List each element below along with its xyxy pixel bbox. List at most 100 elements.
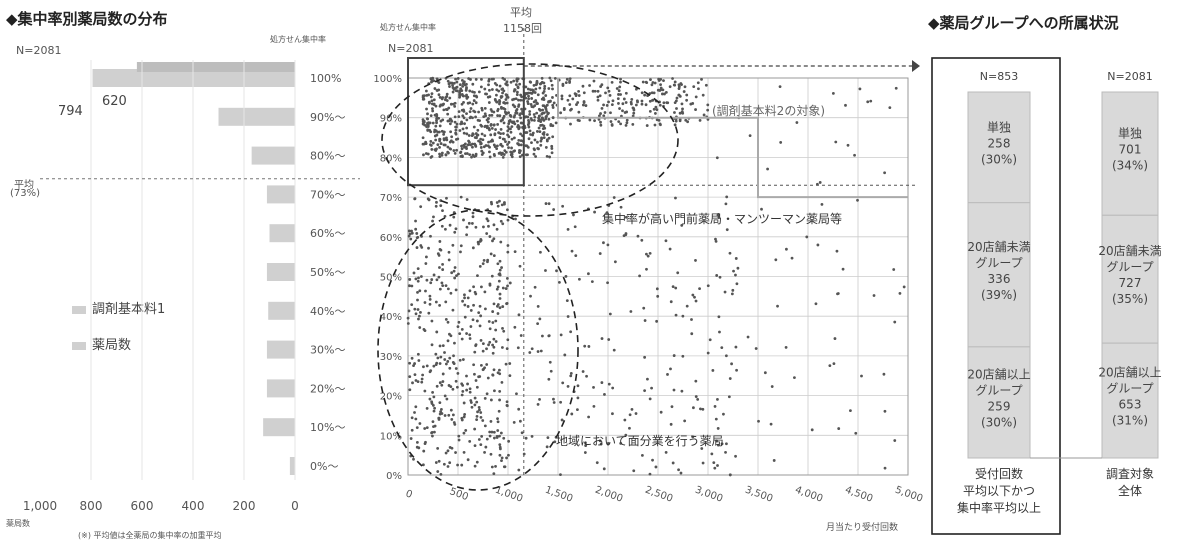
scatter-point bbox=[478, 408, 481, 412]
scatter-point bbox=[480, 132, 484, 136]
scatter-point bbox=[451, 308, 455, 312]
scatter-point bbox=[460, 337, 464, 341]
scatter-point bbox=[462, 415, 466, 419]
scatter-point bbox=[505, 456, 508, 460]
scatter-point bbox=[462, 116, 466, 120]
scatter-point bbox=[450, 135, 454, 139]
scatter-point bbox=[423, 389, 427, 393]
scatter-point bbox=[675, 96, 679, 100]
scatter-point bbox=[537, 126, 541, 130]
scatter-point bbox=[611, 412, 614, 416]
scatter-point bbox=[598, 252, 602, 255]
scatter-point bbox=[446, 449, 450, 453]
scatter-point bbox=[417, 317, 420, 321]
scatter-point bbox=[471, 82, 475, 86]
scatter-point bbox=[602, 241, 605, 245]
scatter-point bbox=[704, 83, 708, 87]
scatter-point bbox=[410, 303, 414, 307]
scatter-point bbox=[716, 213, 720, 216]
scatter-point bbox=[774, 258, 778, 262]
scatter-point bbox=[486, 120, 490, 124]
scatter-point bbox=[495, 287, 499, 291]
legend-label: 薬局数 bbox=[92, 338, 132, 353]
scatter-point bbox=[547, 202, 551, 206]
scatter-point bbox=[423, 301, 427, 304]
horizontal-bar-chart: 1,000 800 600 400 200 0 100% 90%～ 80%～ 70%～ 60%～ 50… bbox=[23, 60, 360, 513]
scatter-point bbox=[634, 103, 638, 107]
scatter-point bbox=[549, 123, 553, 126]
scatter-point bbox=[464, 152, 467, 156]
scatter-point bbox=[489, 252, 493, 256]
x-tick-label: 4,500 bbox=[844, 485, 875, 505]
scatter-point bbox=[831, 91, 835, 95]
scatter-point bbox=[465, 126, 469, 130]
scatter-point bbox=[696, 398, 700, 401]
scatter-point bbox=[442, 130, 446, 134]
scatter-point bbox=[573, 225, 577, 229]
scatter-point bbox=[462, 431, 466, 435]
scatter-point bbox=[478, 304, 482, 308]
scatter-point bbox=[519, 116, 523, 120]
scatter-point bbox=[471, 116, 474, 120]
scatter-point bbox=[465, 332, 468, 335]
scatter-point bbox=[443, 414, 447, 417]
scatter-point bbox=[432, 273, 436, 277]
scatter-point bbox=[498, 306, 502, 310]
scatter-point bbox=[606, 281, 609, 285]
scatter-point bbox=[485, 363, 489, 366]
left-n-label: N=2081 bbox=[16, 44, 62, 57]
scatter-point bbox=[463, 293, 466, 297]
scatter-point bbox=[553, 76, 557, 80]
scatter-point bbox=[570, 249, 574, 253]
scatter-point bbox=[506, 96, 510, 99]
scatter-point bbox=[505, 80, 509, 84]
scatter-point bbox=[434, 204, 438, 208]
bar-kihon1 bbox=[136, 62, 295, 72]
scatter-point bbox=[676, 271, 680, 275]
scatter-point bbox=[443, 143, 447, 147]
scatter-point bbox=[652, 91, 656, 95]
scatter-point bbox=[544, 117, 548, 121]
scatter-point bbox=[600, 381, 604, 384]
scatter-point bbox=[836, 292, 839, 296]
scatter-point bbox=[725, 228, 729, 232]
scatter-point bbox=[458, 358, 462, 362]
scatter-point bbox=[505, 302, 508, 306]
scatter-point bbox=[436, 143, 440, 147]
scatter-point bbox=[509, 150, 513, 154]
scatter-point bbox=[544, 94, 548, 97]
scatter-point bbox=[435, 133, 439, 137]
scatter-point bbox=[570, 412, 574, 416]
scatter-point bbox=[505, 404, 509, 408]
left-title: ◆集中率別薬局数の分布 bbox=[6, 10, 168, 28]
scatter-point bbox=[853, 153, 856, 157]
scatter-point bbox=[642, 306, 646, 310]
scatter-point bbox=[645, 252, 648, 256]
scatter-point bbox=[659, 83, 662, 87]
scatter-point bbox=[611, 386, 615, 390]
scatter-point bbox=[619, 77, 622, 81]
scatter-point bbox=[487, 320, 491, 323]
scatter-point bbox=[561, 82, 565, 86]
scatter-point bbox=[501, 305, 505, 308]
scatter-point bbox=[426, 125, 430, 129]
scatter-point bbox=[530, 141, 533, 144]
scatter-point bbox=[837, 427, 841, 430]
scatter-point bbox=[495, 144, 499, 148]
scatter-point bbox=[506, 244, 510, 247]
scatter-point bbox=[456, 137, 460, 141]
scatter-point bbox=[485, 347, 488, 351]
x-tick-label: 2,500 bbox=[644, 485, 675, 505]
scatter-point bbox=[419, 310, 422, 314]
stack-segment-label: 単独 bbox=[1118, 127, 1142, 141]
scatter-point bbox=[499, 127, 503, 131]
scatter-point bbox=[451, 387, 455, 391]
scatter-point bbox=[508, 281, 512, 285]
scatter-point bbox=[678, 111, 682, 115]
scatter-point bbox=[654, 112, 657, 115]
scatter-point bbox=[483, 424, 487, 428]
scatter-point bbox=[623, 111, 627, 114]
scatter-point bbox=[492, 436, 496, 440]
scatter-point bbox=[654, 465, 658, 469]
